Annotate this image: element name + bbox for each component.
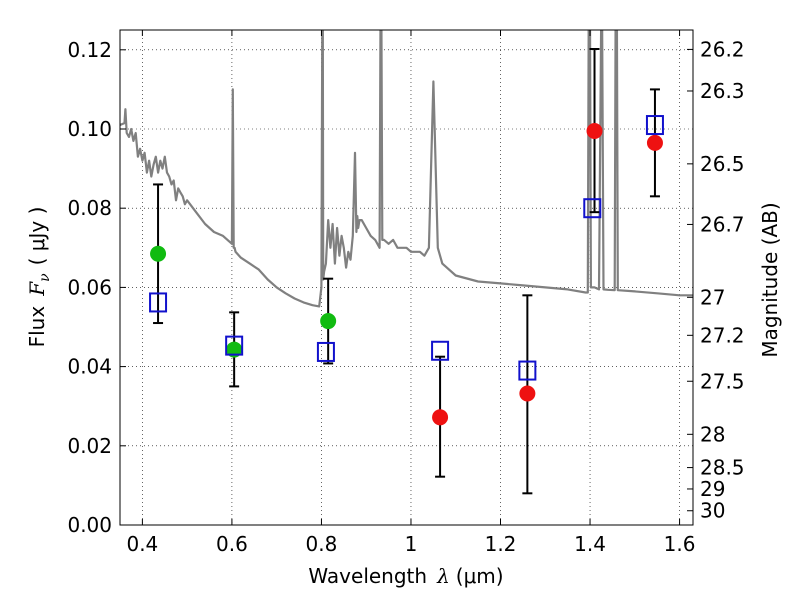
y-axis-label-text: Flux: [25, 306, 49, 348]
x-axis-label-symbol: λ: [436, 564, 450, 588]
optical-point: [226, 341, 243, 358]
detections-point: [586, 122, 603, 139]
spectrum-line: [120, 30, 693, 308]
y2-tick-label: 27.2: [700, 323, 745, 347]
axes-layer: 0.4 0.6 0.8 1 1.2 1.4 1.6 0.00 0.02 0.04 0.06 0.08 0…: [67, 30, 745, 556]
y2-tick-label: 26.7: [700, 212, 745, 236]
y-tick-label: 0.00: [67, 513, 112, 537]
x-axis-label-text: Wavelength: [308, 564, 427, 588]
model-synthetic-point: [149, 292, 168, 313]
y-axis-label-symbol: F: [25, 281, 49, 297]
y2-tick-label: 26.5: [700, 152, 745, 176]
y-tick-label: 0.08: [67, 196, 112, 220]
model-synthetic-point: [316, 341, 335, 362]
y-tick-label: 0.06: [67, 275, 112, 299]
y-axis-label-subscript: ν: [37, 273, 53, 282]
y-tick-label: 0.10: [67, 117, 112, 141]
x-tick-label: 0.6: [216, 532, 248, 556]
detections-point: [432, 409, 449, 426]
y2-tick-label: 26.2: [700, 37, 745, 61]
y2-tick-label: 28: [700, 422, 725, 446]
x-tick-label: 1.4: [574, 532, 606, 556]
detections-point: [646, 134, 663, 151]
x-tick-label: 1: [405, 532, 418, 556]
y2-tick-label: 26.3: [700, 79, 745, 103]
optical-point: [320, 313, 337, 330]
grid: [120, 30, 693, 526]
x-tick-label: 0.8: [306, 532, 338, 556]
y-tick-label: 0.04: [67, 355, 112, 379]
y2-tick-label: 30: [700, 499, 725, 523]
x-tick-label: 1.2: [485, 532, 517, 556]
errorbar-layer: [153, 48, 660, 495]
y-tick-label: 0.12: [67, 38, 112, 62]
y2-tick-label: 29: [700, 477, 725, 501]
model-synthetic-point: [431, 340, 450, 361]
x-axis-label-unit: (μm): [456, 564, 504, 588]
model-synthetic-point: [518, 360, 537, 381]
marker-layer: [149, 115, 664, 426]
model-synthetic-point: [225, 335, 244, 356]
x-tick-label: 1.6: [664, 532, 696, 556]
y2-tick-label: 28.5: [700, 456, 745, 480]
model-synthetic-point: [583, 198, 602, 219]
detections-point: [519, 385, 536, 402]
x-axis-label: Wavelength λ (μm): [308, 564, 503, 588]
plot-frame: [119, 29, 694, 526]
spectrum-layer: [120, 30, 693, 308]
y-axis-label: Flux Fν ( μJy ): [25, 207, 53, 348]
y2-tick-label: 27.5: [700, 369, 745, 393]
model-synthetic-point: [645, 115, 664, 136]
y2-tick-label: 27: [700, 285, 725, 309]
y2-axis-label: Magnitude (AB): [758, 202, 782, 357]
x-tick-label: 0.4: [126, 532, 158, 556]
optical-point: [150, 245, 167, 262]
y-axis-label-unit: ( μJy ): [25, 207, 49, 266]
y-tick-label: 0.02: [67, 434, 112, 458]
